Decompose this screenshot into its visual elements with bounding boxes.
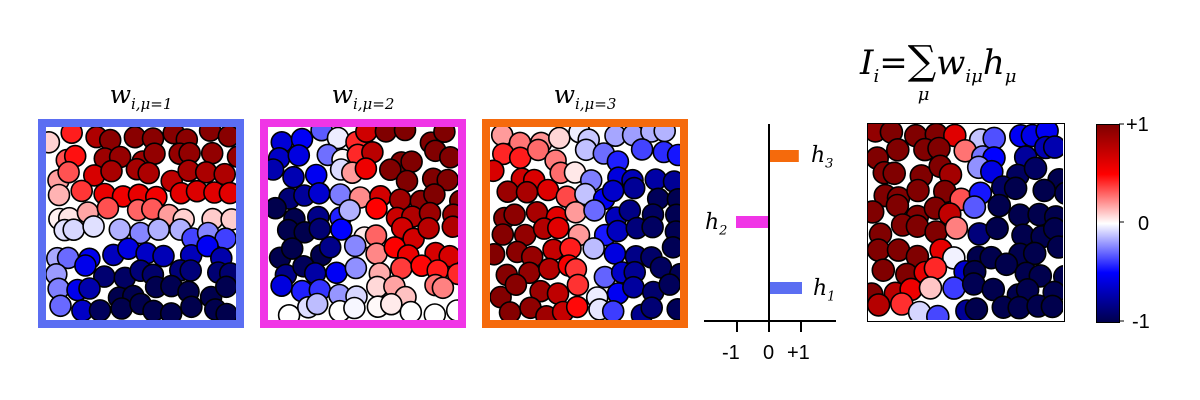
neuron-circle [505, 274, 526, 295]
bar-label-h1: h1 [813, 276, 836, 305]
neuron-circle [642, 217, 663, 238]
neuron-circle [138, 163, 159, 184]
neuron-circle [887, 139, 909, 161]
neuron-circle [1025, 157, 1047, 179]
neuron-circle [153, 246, 174, 267]
weight-panel-mu-2 [260, 119, 466, 328]
neuron-circle [49, 185, 70, 206]
neuron-circle [50, 295, 71, 316]
weight-panel-mu-1 [38, 119, 244, 328]
neuron-circle [1005, 177, 1027, 199]
input-panel [867, 123, 1065, 322]
neuron-circle [101, 161, 122, 182]
neuron-circle [344, 298, 365, 319]
tick-label-0: 0 [763, 342, 775, 364]
neuron-circle [492, 224, 513, 245]
neuron-circle [418, 218, 439, 239]
neuron-circle [945, 217, 967, 239]
bar-label-h3: h3 [811, 143, 834, 172]
neuron-circle [583, 238, 604, 259]
colorbar-max-label: +1 [1126, 114, 1149, 136]
neuron-circle [75, 255, 96, 276]
neuron-circle [97, 198, 118, 219]
colorbar-mid-label: 0 [1138, 213, 1150, 235]
neuron-circle [988, 195, 1010, 217]
neuron-circle [282, 238, 303, 259]
panel-2-title: wi,μ=2 [331, 80, 395, 113]
neuron-circle [58, 162, 79, 183]
colorbar [1096, 124, 1120, 323]
neuron-circle [366, 198, 387, 219]
panel-3-title: wi,μ=3 [553, 80, 617, 113]
neuron-circle [345, 258, 366, 279]
neuron-circle [907, 180, 929, 202]
neuron-circle [567, 296, 588, 317]
bar-h3 [770, 150, 799, 162]
neuron-circle [995, 253, 1017, 275]
bar-h2 [736, 216, 768, 228]
neuron-circle [920, 277, 942, 299]
neuron-circle [982, 279, 1004, 301]
panel-1-title: wi,μ=1 [109, 80, 173, 113]
neuron-circle [872, 259, 894, 281]
bar-h1 [770, 282, 802, 294]
neuron-circle [549, 128, 570, 149]
neuron-circle [963, 196, 985, 218]
bar-label-h2: h2 [705, 210, 728, 239]
tick-label-minus-1: -1 [722, 342, 740, 364]
neuron-circle [380, 159, 401, 180]
neuron-circle [320, 237, 341, 258]
neuron-circle [271, 275, 292, 296]
neuron-circle [883, 162, 905, 184]
neuron-circle [548, 218, 569, 239]
neuron-circle [83, 216, 104, 237]
tick-label-plus-1: +1 [787, 342, 810, 364]
neuron-circle [79, 278, 100, 299]
neuron-circle [432, 277, 453, 298]
neuron-circle [632, 139, 653, 160]
neuron-circle [584, 200, 605, 221]
colorbar-min-label: -1 [1132, 311, 1150, 333]
neuron-circle [331, 219, 352, 240]
neuron-circle [1024, 242, 1046, 264]
neuron-circle [567, 274, 588, 295]
neuron-circle [181, 296, 202, 317]
neuron-circle [624, 178, 645, 199]
neuron-circle [641, 297, 662, 318]
neuron-circle [288, 145, 309, 166]
weight-panel-mu-3 [482, 119, 688, 328]
neuron-circle [504, 204, 525, 225]
neuron-circle [345, 235, 366, 256]
neuron-circle [381, 294, 402, 315]
neuron-circle [71, 180, 92, 201]
formula: Ii=∑ μ wiμhμ [860, 38, 1017, 105]
neuron-circle [339, 200, 360, 221]
neuron-circle [283, 167, 304, 188]
neuron-circle [986, 217, 1008, 239]
neuron-circle [355, 158, 376, 179]
neuron-circle [307, 294, 328, 315]
neuron-circle [528, 139, 549, 160]
